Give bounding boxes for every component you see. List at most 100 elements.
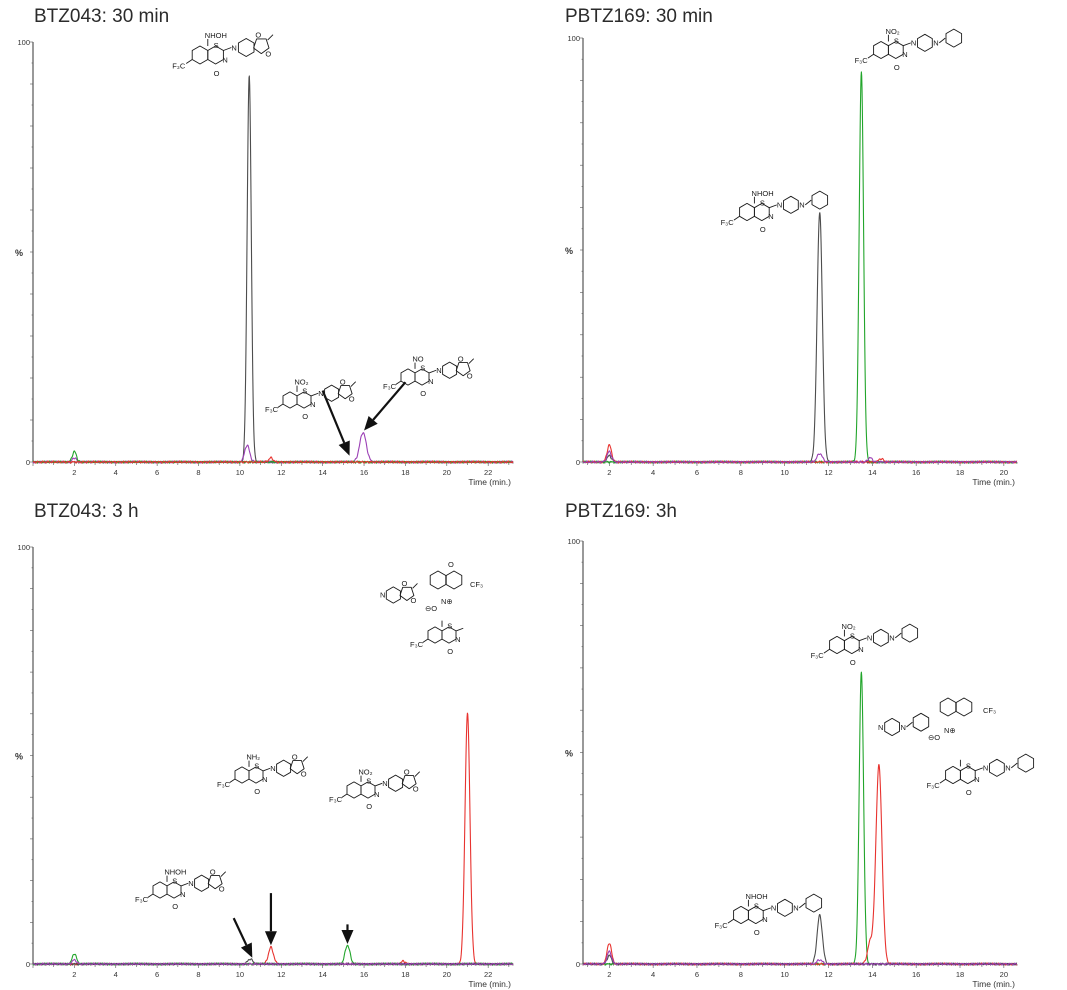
hydroxylamine-structure-benzene-ring	[739, 202, 755, 222]
hydroxylamine-structure-o-label: O	[214, 69, 220, 78]
nitro-structure-n-label: N	[867, 634, 872, 643]
hydroxylamine-structure-n-label: N	[793, 904, 798, 913]
x-tick-label: 4	[651, 468, 655, 477]
hydroxylamine-structure-o-label: O	[219, 884, 225, 893]
azoxy-dimer-upper-chain-piperidine-ring	[385, 586, 401, 604]
hydroxylamine-structure-o-label: O	[210, 867, 216, 876]
nitro-structure-o-label: O	[302, 412, 308, 421]
y-tick-label: 100	[17, 38, 30, 47]
nitro-structure-bond	[374, 782, 383, 787]
trace-group	[582, 450, 1018, 464]
x-tick-label: 2	[607, 970, 611, 979]
x-tick-label: 4	[114, 468, 118, 477]
annotation-arrow-head	[240, 942, 253, 958]
hydroxylamine-structure-n-label: N	[222, 56, 227, 65]
nitro-structure-n-label: N	[310, 400, 315, 409]
nitro-structure-bond	[903, 42, 911, 47]
x-tick-label: 6	[155, 970, 159, 979]
hydroxylamine-structure-methyl-bond	[267, 34, 274, 41]
hydroxylamine-structure-o-label: O	[255, 31, 261, 40]
x-tick-label: 10	[780, 970, 788, 979]
y-axis-label: %	[15, 248, 23, 258]
annotation-arrow-head	[364, 415, 378, 431]
nitro-structure-f3c-label: F₃C	[811, 651, 825, 660]
nitro-structure-n-label: N	[933, 39, 938, 48]
hydroxylamine-structure-bond	[798, 902, 806, 909]
azoxy-dimer-lower-chain-bond	[1010, 762, 1018, 769]
x-tick-label: 18	[956, 970, 964, 979]
nitro-structure-o-label: O	[349, 394, 355, 403]
x-tick-label: 8	[196, 468, 200, 477]
nitro-structure-benzene-ring	[282, 391, 298, 409]
azoxy-dimer-cf3-label: CF₃	[983, 706, 996, 715]
amine-structure-n-label: N	[262, 775, 267, 784]
nitro-structure-bond	[859, 637, 867, 642]
hydroxylamine-structure-dioxolane-ring	[253, 38, 270, 55]
hydroxylamine-structure-n-label: N	[762, 915, 767, 924]
hydroxylamine-structure-substituent-label: NHOH	[746, 892, 768, 901]
nitro-structure-n-label: N	[902, 50, 907, 59]
x-tick-label: 16	[360, 970, 368, 979]
x-tick-label: 8	[196, 970, 200, 979]
nitro-structure-thiazinone-ring	[843, 635, 860, 655]
hydroxylamine-structure-benzene-ring	[191, 45, 209, 65]
trace-group	[32, 456, 514, 464]
panel-title: BTZ043: 30 min	[34, 6, 170, 27]
azoxy-dimer-upper-chain-n-label: N	[878, 723, 883, 732]
azoxy-dimer-upper-s-label: S	[447, 622, 452, 631]
amine-structure-dioxolane-ring	[289, 760, 305, 775]
nitro-structure-substituent-label: NO₂	[842, 622, 856, 631]
y-axis-label: %	[15, 752, 23, 762]
chromatogram-trace	[582, 443, 1018, 464]
nitro-structure-piperazine-ring	[917, 33, 933, 52]
nitro-structure-n-label: N	[382, 779, 387, 788]
hydroxylamine-structure-thiazinone-ring	[753, 202, 770, 222]
amine-structure-substituent-label: NH₂	[246, 753, 260, 762]
chromatogram-trace	[582, 913, 1018, 966]
nitro-structure-piperidine-ring	[324, 384, 340, 402]
chromatogram-trace	[32, 456, 514, 464]
nitro-structure-o-label: O	[366, 802, 372, 811]
x-tick-label: 12	[824, 970, 832, 979]
azoxy-dimer-lower-bond	[975, 767, 983, 772]
x-tick-label: 14	[868, 468, 876, 477]
hydroxylamine-structure-f3c-label: F₃C	[721, 218, 735, 227]
hydroxylamine-structure-bond	[185, 59, 193, 64]
nitro-structure-bond	[277, 403, 284, 409]
nitro-structure-cyclohexane-ring	[945, 28, 963, 48]
panel-title: BTZ043: 3 h	[34, 501, 139, 522]
azoxy-dimer-lower-thiazinone-ring	[959, 765, 976, 785]
hydroxylamine-structure-piperidine-ring	[194, 874, 210, 892]
nitro-structure-bond	[341, 793, 348, 799]
amine-structure-o-label: O	[254, 787, 260, 796]
x-tick-label: 16	[360, 468, 368, 477]
nitroso-structure-methyl-bond	[468, 358, 475, 364]
hydroxylamine-structure-n-label: N	[768, 212, 773, 221]
nitroso-structure-benzene-ring	[400, 368, 416, 386]
nitro-structure-s-label: S	[894, 36, 899, 45]
hydroxylamine-structure-thiazinone-ring	[747, 905, 764, 925]
hydroxylamine-structure-bond	[147, 893, 154, 899]
nitro-structure-cyclohexane-ring	[901, 623, 919, 643]
nitroso-structure-bond	[395, 380, 402, 386]
nitro-structure-dioxolane-ring	[337, 385, 353, 400]
x-tick-label: 4	[114, 970, 118, 979]
nitro-structure-f3c-label: F₃C	[855, 56, 869, 65]
x-axis-label: Time (min.)	[972, 979, 1015, 989]
chromatogram-trace	[582, 212, 1018, 464]
chromatogram-trace	[582, 950, 1018, 966]
hydroxylamine-structure-benzene-ring	[152, 881, 168, 899]
nitro-structure-f3c-label: F₃C	[265, 405, 279, 414]
nitro-structure-bond	[867, 53, 874, 59]
x-tick-label: 18	[401, 468, 409, 477]
azoxy-dimer-upper-n-label: N	[455, 635, 460, 644]
trace-group	[582, 443, 1018, 464]
hydroxylamine-structure-bond	[769, 204, 777, 209]
amine-structure-bond	[262, 767, 271, 772]
amine-structure-n-label: N	[270, 764, 275, 773]
amine-structure-o-label: O	[292, 752, 298, 761]
